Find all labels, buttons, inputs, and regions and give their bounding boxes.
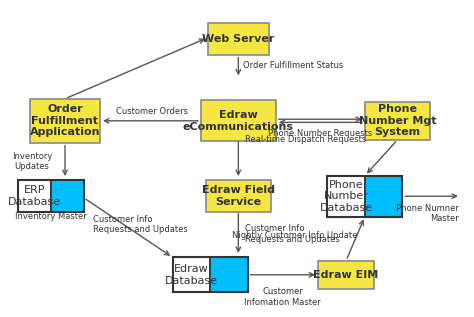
Text: Inventory Master: Inventory Master xyxy=(15,212,87,221)
Text: Edraw
eCommunications: Edraw eCommunications xyxy=(183,110,294,132)
FancyBboxPatch shape xyxy=(206,180,271,212)
FancyBboxPatch shape xyxy=(365,102,430,140)
Text: Edraw EIM: Edraw EIM xyxy=(313,270,379,280)
Text: Web Server: Web Server xyxy=(202,34,274,44)
Text: Customer Info
Requests and Updates: Customer Info Requests and Updates xyxy=(93,215,188,234)
Text: Inventory
Updates: Inventory Updates xyxy=(12,152,52,171)
Text: Customer
Infomation Master: Customer Infomation Master xyxy=(245,287,321,307)
FancyBboxPatch shape xyxy=(51,180,84,212)
Text: Phone
Number
Database: Phone Number Database xyxy=(319,180,373,213)
Text: Nightly Customer Info Update: Nightly Customer Info Update xyxy=(232,231,357,240)
FancyBboxPatch shape xyxy=(18,180,51,212)
FancyBboxPatch shape xyxy=(30,99,100,143)
Text: Order Fulfillment Status: Order Fulfillment Status xyxy=(243,61,343,70)
Text: Real-time Dispatch Requests: Real-time Dispatch Requests xyxy=(246,135,366,144)
FancyBboxPatch shape xyxy=(210,257,248,292)
Text: Phone Numner
Master: Phone Numner Master xyxy=(396,204,458,223)
FancyBboxPatch shape xyxy=(201,100,276,141)
FancyBboxPatch shape xyxy=(208,23,269,55)
Text: Edraw Field
Service: Edraw Field Service xyxy=(202,185,275,207)
Text: Phone
Number Mgt
System: Phone Number Mgt System xyxy=(359,104,437,137)
Text: ERP
Database: ERP Database xyxy=(8,185,61,207)
FancyBboxPatch shape xyxy=(328,176,365,217)
FancyBboxPatch shape xyxy=(365,176,402,217)
Text: Order
Fulfillment
Application: Order Fulfillment Application xyxy=(30,104,100,137)
FancyBboxPatch shape xyxy=(173,257,210,292)
Text: Customer Info
Requests and Updates: Customer Info Requests and Updates xyxy=(246,224,340,243)
Text: Phone Number Requests: Phone Number Requests xyxy=(268,129,373,138)
Text: Customer Orders: Customer Orders xyxy=(116,107,188,116)
Text: Edraw
Database: Edraw Database xyxy=(165,264,218,286)
FancyBboxPatch shape xyxy=(318,261,374,289)
